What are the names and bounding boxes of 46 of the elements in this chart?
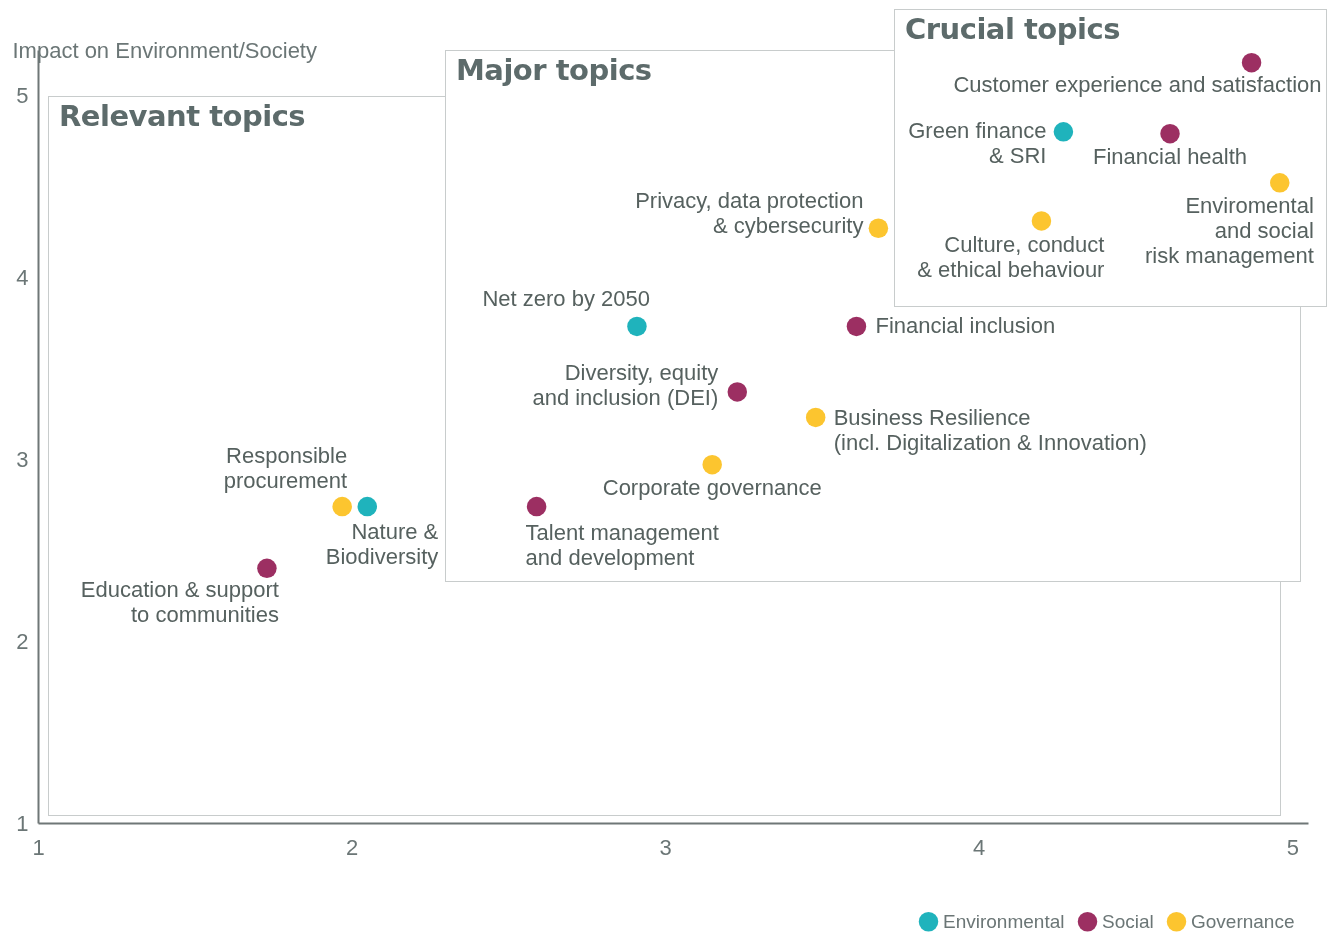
point — [1160, 123, 1180, 144]
y-tick-label: 2 — [16, 628, 29, 654]
y-tick-label: 4 — [16, 264, 29, 290]
point — [1053, 122, 1074, 142]
x-tick-label: 3 — [659, 834, 672, 860]
point — [868, 218, 889, 238]
annotation: Green finance & SRI — [908, 117, 1047, 168]
x-tick-label: 2 — [345, 834, 359, 860]
point — [805, 407, 826, 428]
y-tick-label: 3 — [16, 446, 29, 472]
point — [357, 496, 378, 517]
point — [526, 496, 547, 517]
point — [727, 382, 748, 402]
annotation: Business Resilience (incl. Digitalization & Innovation) — [833, 405, 1147, 456]
point — [1241, 53, 1262, 73]
annotation: Culture, conduct & ethical behaviour — [917, 231, 1105, 282]
legend-label: Social — [1102, 910, 1154, 932]
annotation: Customer experience and satisfaction — [953, 71, 1322, 97]
point — [627, 316, 647, 337]
y-axis-title: Impact on Environment/Society — [12, 37, 317, 63]
annotation: Responsible procurement — [223, 442, 348, 493]
legend-label: Governance — [1191, 910, 1295, 932]
annotation: Privacy, data protection & cybersecurity — [635, 188, 864, 239]
point — [332, 496, 352, 517]
annotation: Nature & Biodiversity — [325, 518, 439, 569]
annotation: Financial health — [1092, 143, 1248, 169]
point — [1031, 211, 1052, 231]
point — [702, 454, 722, 475]
annotation: Diversity, equity and inclusion (DEI) — [532, 359, 719, 410]
y-tick-label: 5 — [16, 82, 29, 108]
x-tick-label: 5 — [1286, 834, 1299, 860]
annotation: Major topics — [456, 53, 652, 87]
annotation: Net zero by 2050 — [482, 286, 650, 312]
annotation: Corporate governance — [602, 474, 822, 500]
point — [846, 316, 867, 337]
legend-label: Environmental — [943, 910, 1065, 932]
annotation: Relevant topics — [59, 99, 306, 133]
annotation: Education & support to communities — [80, 577, 279, 628]
y-tick-label: 1 — [16, 810, 29, 836]
x-tick-label: 4 — [973, 834, 986, 860]
annotation: Talent management and development — [525, 519, 719, 570]
annotation: Financial inclusion — [875, 313, 1056, 339]
x-tick-label: 1 — [32, 834, 45, 860]
annotation: Enviromental and social risk management — [1145, 192, 1314, 268]
point — [1270, 173, 1290, 193]
point — [257, 558, 277, 579]
